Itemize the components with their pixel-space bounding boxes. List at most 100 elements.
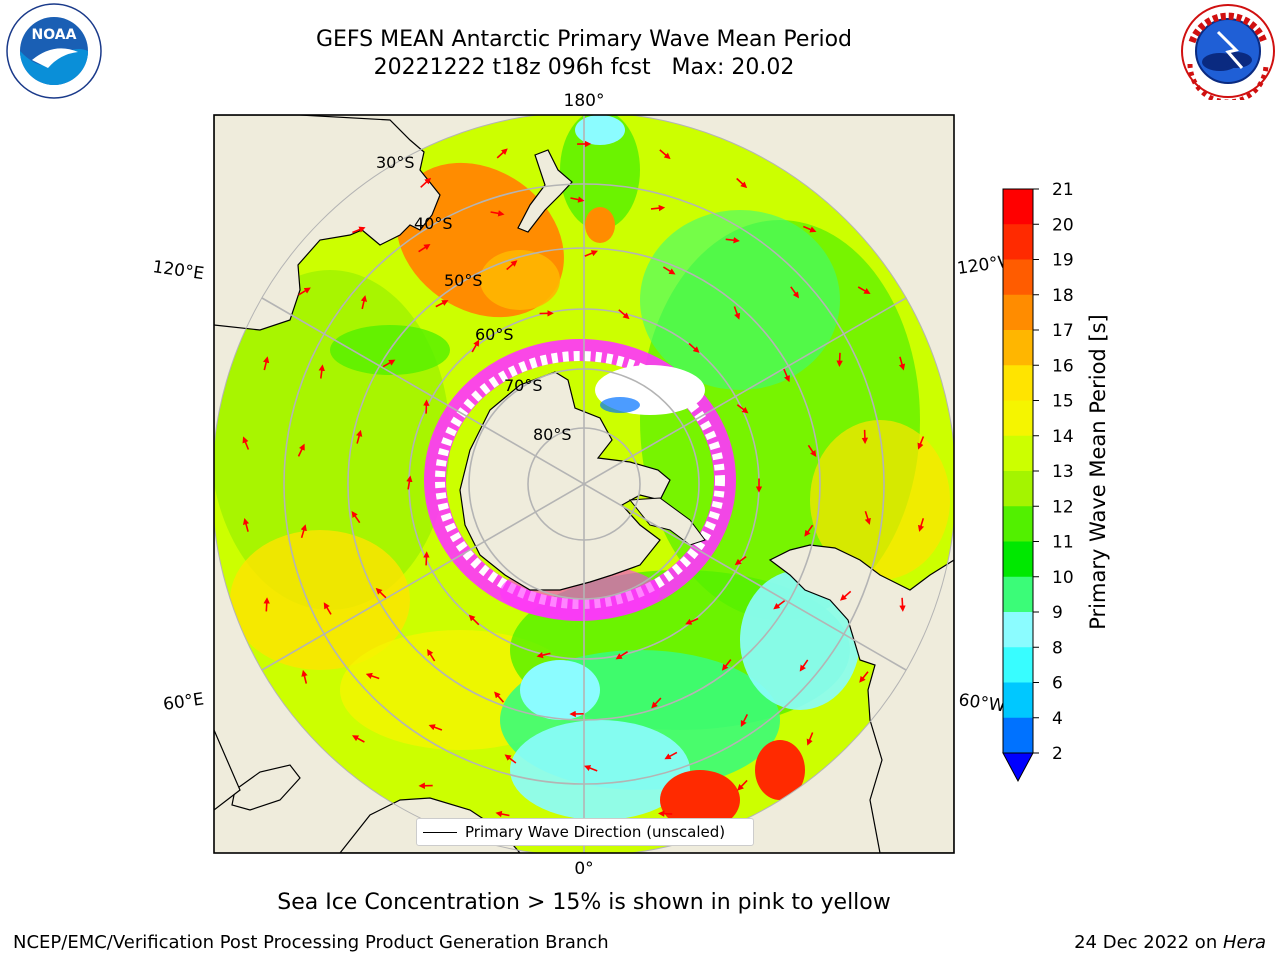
nws-logo (1181, 4, 1275, 100)
land-antarctica (459, 371, 671, 591)
wave-direction-arrow (427, 648, 436, 662)
legend-line-swatch (423, 831, 457, 833)
wave-direction-arrow (658, 810, 673, 817)
colorbar-tick-label: 9 (1052, 603, 1063, 623)
wave-direction-arrow (736, 177, 748, 189)
wave-direction-arrow (365, 672, 380, 680)
wave-direction-arrow (420, 177, 432, 188)
wave-direction-arrow (618, 309, 630, 320)
lon-label-180: 180° (564, 91, 605, 111)
wave-direction-arrow (740, 714, 749, 728)
wave-direction-arrow (733, 306, 741, 320)
wave-direction-arrow (352, 226, 366, 234)
wave-direction-arrow (536, 651, 551, 659)
wave-direction-arrow (318, 364, 325, 379)
wave-direction-arrow (859, 671, 869, 683)
wave-direction-arrow (351, 735, 365, 743)
colorbar-tick-label: 15 (1052, 392, 1074, 412)
wave-direction-arrow (495, 810, 510, 818)
wave-direction-arrow (300, 524, 307, 539)
wave-direction-arrow (773, 600, 786, 610)
sea-ice-caption: Sea Ice Concentration > 15% is shown in … (277, 890, 891, 915)
lon-label-120e: 120°E (151, 257, 205, 284)
lon-label-60w: 60°W (957, 690, 1006, 716)
wave-direction-arrow (725, 237, 740, 244)
wave-direction-arrow (688, 342, 700, 353)
colorbar-segment (1003, 294, 1033, 331)
wave-direction-arrow (242, 518, 250, 532)
wave-direction-arrow (664, 751, 678, 760)
wave-direction-arrow (242, 436, 250, 450)
colorbar-tick-label: 20 (1052, 215, 1074, 235)
land-south-america (768, 544, 954, 853)
noaa-logo-text: NOAA (32, 27, 77, 43)
wave-direction-arrow (351, 510, 361, 524)
lat-label-40s: 40°S (414, 214, 453, 233)
colorbar-segment (1003, 189, 1033, 225)
wave-direction-arrow (783, 368, 790, 383)
wave-direction-arrow (857, 286, 871, 294)
wave-direction-arrow (297, 443, 305, 457)
wave-direction-arrow (471, 339, 480, 353)
lat-label-30s: 30°S (376, 153, 415, 172)
wave-direction-arrow (298, 287, 311, 296)
land-antarctic-peninsula (629, 497, 706, 546)
colorbar-tick-label: 19 (1052, 251, 1074, 271)
lat-label-70s: 70°S (504, 376, 543, 395)
colorbar-tick-label: 6 (1052, 674, 1063, 694)
wave-direction-arrow (899, 597, 906, 612)
lat-label-80s: 80°S (533, 425, 572, 444)
colorbar-tick-label: 4 (1052, 709, 1063, 729)
colorbar-segment (1003, 224, 1033, 260)
wave-direction-arrow (423, 551, 430, 566)
colorbar-tick-label: 2 (1052, 744, 1063, 764)
colorbar-segment (1003, 471, 1033, 507)
wave-direction-arrow (406, 475, 413, 490)
wave-direction-arrow (323, 602, 332, 615)
wave-direction-arrow (584, 250, 598, 257)
colorbar-tick-label: 12 (1052, 497, 1074, 517)
wave-direction-arrow (659, 149, 671, 160)
wave-direction-arrow (490, 210, 505, 217)
colorbar-segment (1003, 435, 1033, 472)
wave-direction-arrow (650, 204, 666, 212)
wave-direction-arrow (263, 356, 270, 371)
colorbar-tick-label: 16 (1052, 356, 1074, 376)
land-australia (214, 115, 441, 331)
colorbar-label: Primary Wave Mean Period [s] (1086, 314, 1110, 630)
colorbar-segment (1003, 612, 1033, 648)
colorbar-segment (1003, 717, 1033, 754)
footer-date: 24 Dec 2022 on Hera (1074, 932, 1266, 953)
wave-direction-arrow (570, 196, 585, 203)
colorbar-tick-label: 17 (1052, 321, 1074, 341)
lon-label-60e: 60°E (162, 689, 205, 714)
land-madagascar (231, 764, 301, 811)
colorbar-segment (1003, 400, 1033, 437)
wave-direction-arrow (790, 286, 800, 299)
colorbar-segment (1003, 576, 1033, 613)
wave-direction-arrow (807, 444, 817, 458)
colorbar-tick-label: 11 (1052, 533, 1074, 553)
wave-direction-arrow (734, 555, 747, 566)
wave-direction-arrow (375, 587, 387, 599)
wave-direction-arrow (496, 148, 508, 159)
wave-direction-arrow (360, 295, 368, 310)
wave-direction-arrow (263, 597, 270, 612)
colorbar-tick-label: 10 (1052, 568, 1074, 588)
footer-credit: NCEP/EMC/Verification Post Processing Pr… (13, 932, 609, 953)
colorbar-segment (1003, 647, 1033, 683)
wave-direction-arrow (662, 266, 676, 275)
wave-direction-arrow (736, 404, 749, 414)
wave-direction-arrow (428, 724, 443, 731)
sea-ice-band (424, 339, 736, 621)
map-frame (213, 114, 955, 854)
land-new-zealand (517, 149, 573, 233)
colorbar-tick-label: 8 (1052, 638, 1063, 658)
colorbar: 21 20 19 18 17 16 15 14 13 12 11 10 9 8 6 4 2 (1002, 180, 1074, 783)
wave-direction-arrow (382, 359, 396, 368)
wave-direction-arrow (685, 617, 699, 625)
wave-direction-arrow (468, 614, 480, 626)
wave-direction-arrow (506, 260, 518, 271)
wave-direction-arrow (356, 429, 363, 444)
